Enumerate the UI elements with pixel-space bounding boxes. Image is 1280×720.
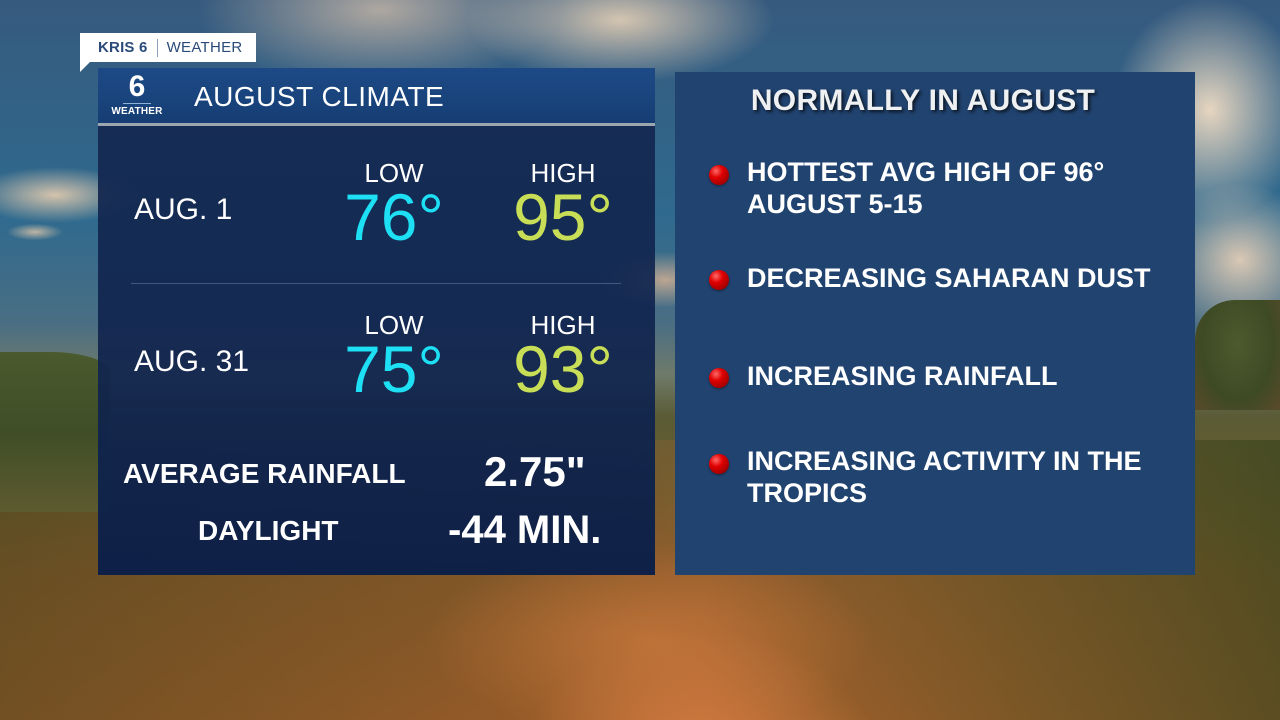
august-climate-panel: 6 WEATHER AUGUST CLIMATE AUG. 1 LOW 76° … <box>98 68 655 575</box>
background-hill <box>0 352 110 512</box>
climate-row-aug-31: AUG. 31 LOW 75° HIGH 93° <box>98 310 655 440</box>
bullet-text: INCREASING RAINFALL <box>747 361 1058 391</box>
bullet-text: HOTTEST AVG HIGH OF 96° AUGUST 5-15 <box>747 157 1105 219</box>
red-bullet-icon <box>709 454 729 474</box>
row-date: AUG. 31 <box>134 345 250 378</box>
low-temp-value: 75° <box>344 332 444 406</box>
high-temp-column: HIGH 93° <box>503 310 623 406</box>
panel-title: NORMALLY IN AUGUST <box>750 84 1096 117</box>
panel-title: AUGUST CLIMATE <box>194 81 445 112</box>
red-bullet-icon <box>709 165 729 185</box>
weather-logo-icon: 6 WEATHER <box>106 72 168 122</box>
high-temp-value: 95° <box>513 180 613 254</box>
row-date: AUG. 1 <box>134 193 233 226</box>
station-brand-tag: KRIS 6 WEATHER <box>80 33 256 72</box>
daylight-label: DAYLIGHT <box>198 515 339 546</box>
rainfall-value: 2.75" <box>484 448 586 495</box>
red-bullet-icon <box>709 368 729 388</box>
background-trees <box>1195 300 1280 410</box>
bullet-text: INCREASING ACTIVITY IN THE TROPICS <box>747 446 1142 508</box>
low-temp-column: LOW 75° <box>338 310 450 406</box>
high-temp-value: 93° <box>513 332 613 406</box>
high-label: HIGH <box>530 310 596 340</box>
rainfall-label: AVERAGE RAINFALL <box>123 458 406 489</box>
red-bullet-icon <box>709 270 729 290</box>
brand-section: WEATHER <box>166 39 243 56</box>
logo-number: 6 <box>128 70 146 103</box>
normally-in-august-panel: NORMALLY IN AUGUST HOTTEST AVG HIGH OF 9… <box>675 72 1195 575</box>
row-divider <box>131 283 621 284</box>
low-temp-value: 76° <box>344 180 444 254</box>
high-temp-column: HIGH 95° <box>503 158 623 254</box>
low-label: LOW <box>364 310 424 340</box>
station-name: KRIS 6 <box>98 39 148 56</box>
brand-divider <box>156 38 158 57</box>
logo-label: WEATHER <box>111 106 163 117</box>
low-label: LOW <box>364 158 424 188</box>
daylight-value: -44 MIN. <box>448 508 602 552</box>
climate-row-aug-1: AUG. 1 LOW 76° HIGH 95° <box>98 158 655 288</box>
bullet-text: DECREASING SAHARAN DUST <box>747 263 1151 293</box>
low-temp-column: LOW 76° <box>338 158 450 254</box>
panel-header: 6 WEATHER AUGUST CLIMATE <box>98 68 655 126</box>
logo-divider <box>123 103 151 104</box>
high-label: HIGH <box>530 158 596 188</box>
